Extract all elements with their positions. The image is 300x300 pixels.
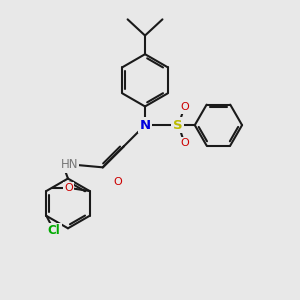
Text: O: O (64, 184, 73, 194)
Text: O: O (113, 177, 122, 187)
Text: O: O (180, 102, 189, 112)
Text: O: O (180, 138, 189, 148)
Text: N: N (140, 118, 151, 132)
Text: Cl: Cl (47, 224, 60, 237)
Text: HN: HN (60, 158, 78, 171)
Text: S: S (172, 118, 182, 132)
